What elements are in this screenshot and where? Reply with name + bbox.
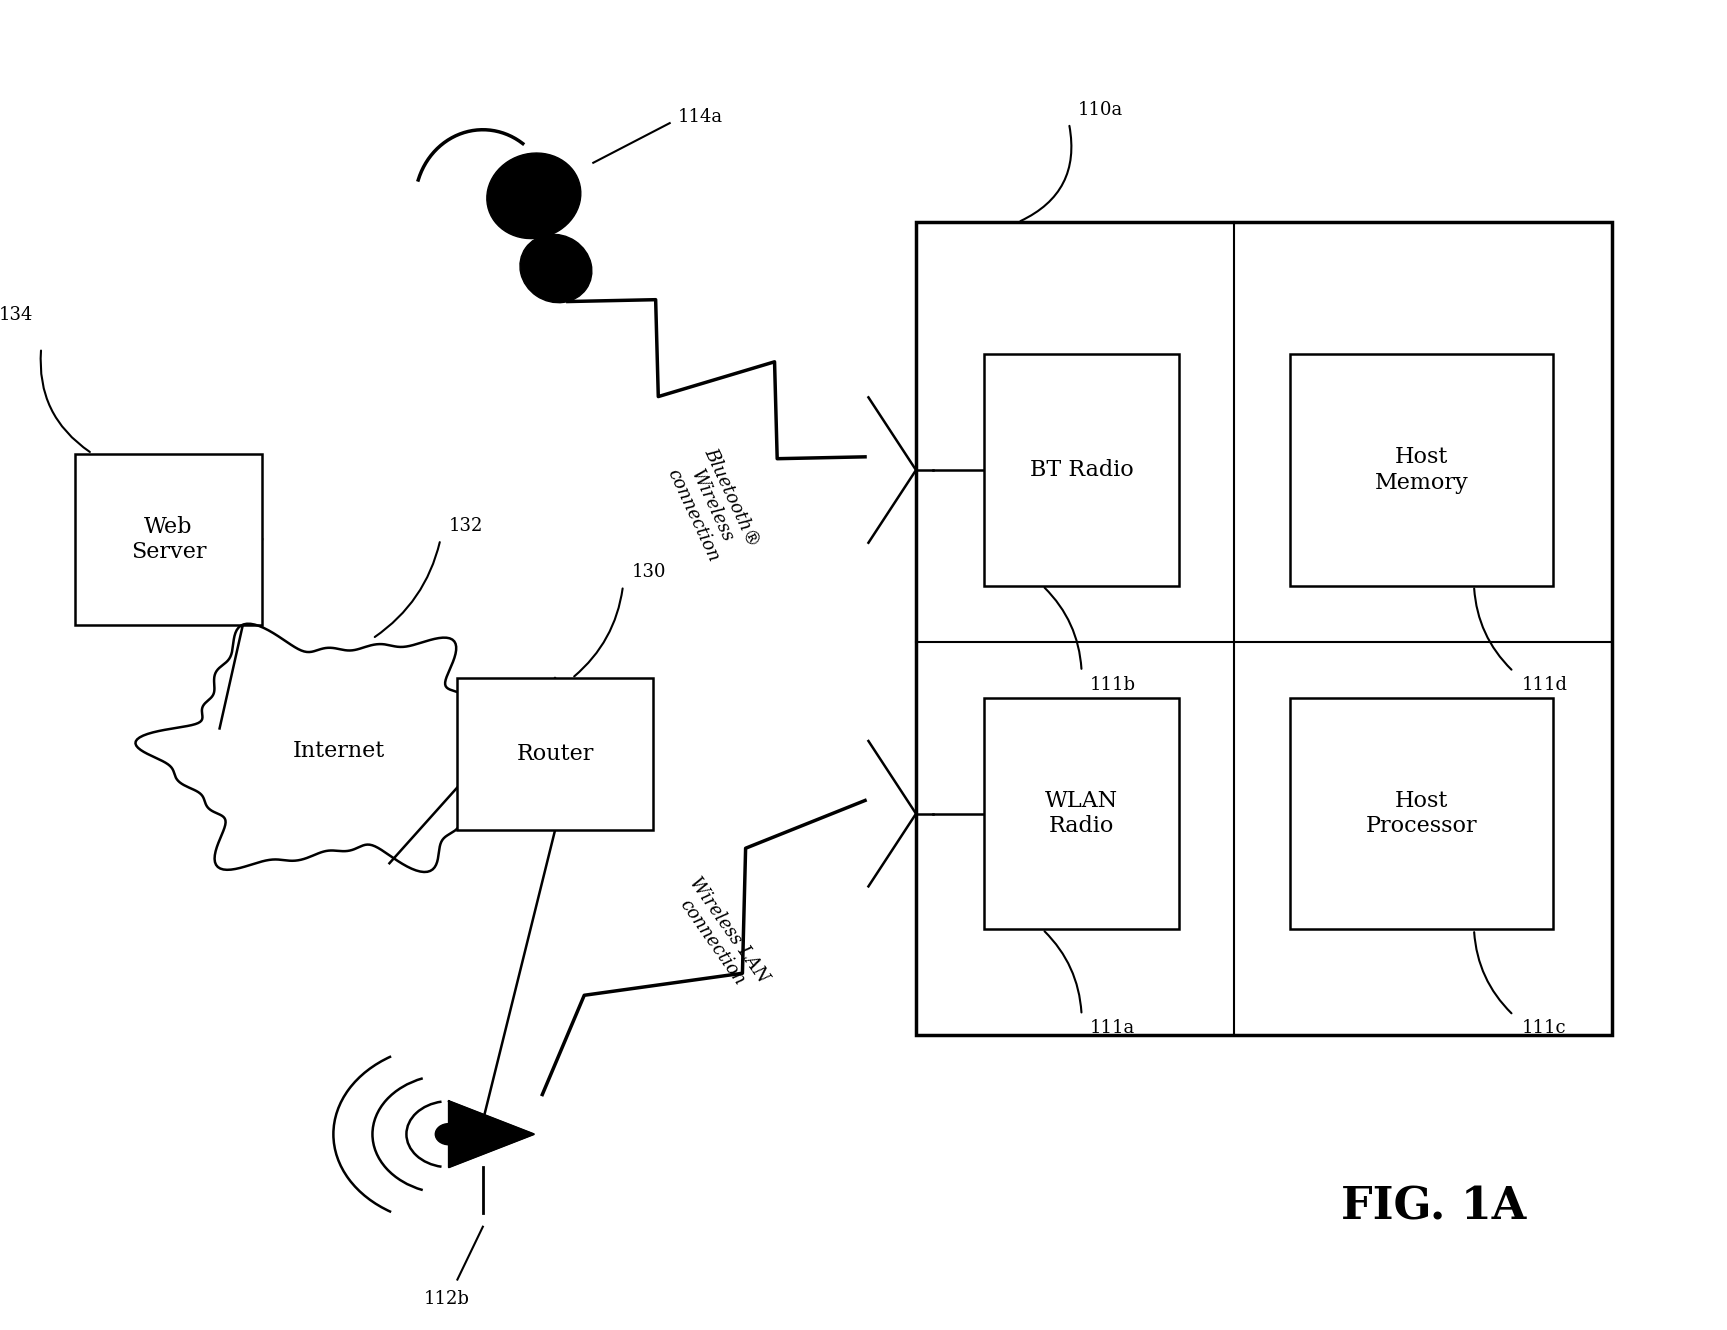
Text: Bluetooth®
Wireless
connection: Bluetooth® Wireless connection bbox=[663, 446, 762, 568]
Text: Host
Processor: Host Processor bbox=[1366, 790, 1477, 838]
Bar bbox=[76, 454, 263, 625]
Bar bbox=[1290, 354, 1553, 585]
Circle shape bbox=[435, 1124, 463, 1145]
Ellipse shape bbox=[520, 234, 592, 303]
Text: 111d: 111d bbox=[1521, 676, 1568, 694]
Text: Internet: Internet bbox=[292, 739, 385, 762]
Bar bbox=[984, 698, 1180, 930]
Text: Web
Server: Web Server bbox=[131, 516, 206, 563]
Text: Host
Memory: Host Memory bbox=[1375, 447, 1468, 493]
Text: 114a: 114a bbox=[679, 108, 724, 125]
Text: 111a: 111a bbox=[1090, 1020, 1135, 1037]
Bar bbox=[458, 678, 653, 830]
Text: 111b: 111b bbox=[1090, 676, 1136, 694]
Text: BT Radio: BT Radio bbox=[1029, 459, 1133, 481]
Text: 112b: 112b bbox=[423, 1290, 470, 1309]
Text: 130: 130 bbox=[632, 564, 667, 581]
Bar bbox=[915, 222, 1613, 1035]
Bar bbox=[1290, 698, 1553, 930]
Bar bbox=[984, 354, 1180, 585]
Text: Wireless LAN
connection: Wireless LAN connection bbox=[668, 874, 772, 998]
Text: 110a: 110a bbox=[1078, 101, 1123, 118]
Text: 132: 132 bbox=[449, 517, 484, 535]
Text: FIG. 1A: FIG. 1A bbox=[1342, 1185, 1527, 1229]
Polygon shape bbox=[449, 1101, 534, 1168]
Text: 111c: 111c bbox=[1521, 1020, 1566, 1037]
Text: WLAN
Radio: WLAN Radio bbox=[1045, 790, 1117, 838]
Text: 134: 134 bbox=[0, 306, 33, 323]
Text: Router: Router bbox=[516, 743, 594, 765]
Ellipse shape bbox=[487, 153, 580, 238]
